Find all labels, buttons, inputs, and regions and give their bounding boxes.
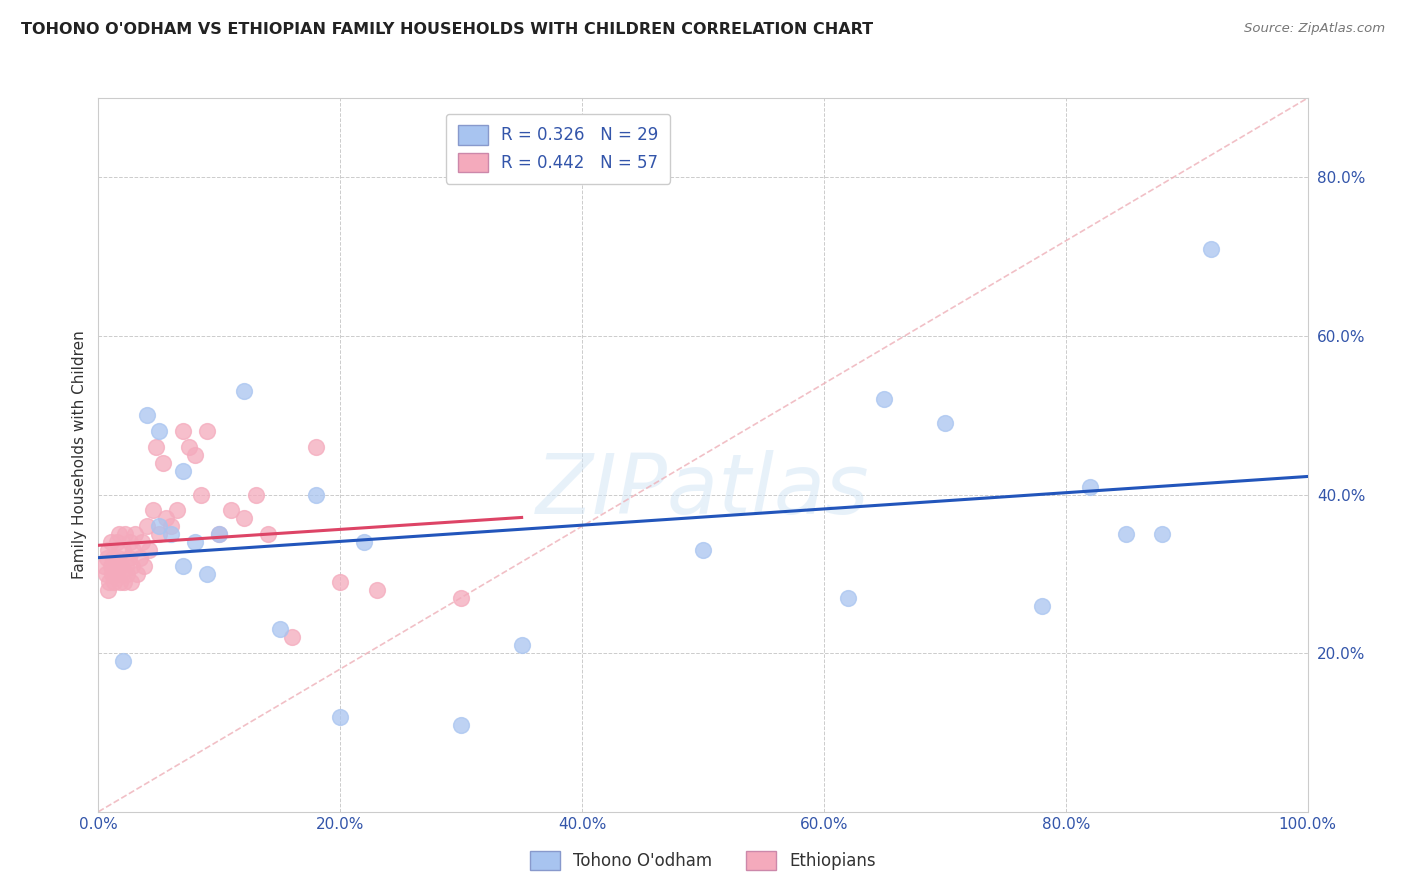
Point [98, 574, 121, 589]
Point [305, 440, 328, 454]
Point [837, 591, 859, 605]
Point [510, 638, 533, 652]
Text: TOHONO O'ODHAM VS ETHIOPIAN FAMILY HOUSEHOLDS WITH CHILDREN CORRELATION CHART: TOHONO O'ODHAM VS ETHIOPIAN FAMILY HOUSE… [21, 22, 873, 37]
Text: Source: ZipAtlas.com: Source: ZipAtlas.com [1244, 22, 1385, 36]
Point [148, 424, 170, 438]
Point [128, 551, 150, 566]
Point [114, 527, 136, 541]
Point [184, 535, 207, 549]
Point [134, 558, 156, 573]
Point [256, 527, 278, 541]
Point [208, 527, 231, 541]
Point [1031, 599, 1053, 613]
Point [111, 654, 134, 668]
Point [184, 448, 207, 462]
Point [100, 535, 122, 549]
Point [172, 558, 194, 573]
Point [172, 464, 194, 478]
Point [112, 574, 135, 589]
Point [1152, 527, 1174, 541]
Point [108, 574, 131, 589]
Text: ZIPatlas: ZIPatlas [536, 450, 870, 531]
Point [104, 558, 127, 573]
Point [232, 384, 254, 399]
Point [1115, 527, 1137, 541]
Point [873, 392, 896, 407]
Point [160, 519, 183, 533]
Point [329, 574, 352, 589]
Point [93, 558, 115, 573]
Point [115, 558, 138, 573]
Point [195, 424, 218, 438]
Point [117, 566, 139, 581]
Point [1078, 480, 1101, 494]
Point [103, 574, 125, 589]
Point [145, 440, 167, 454]
Point [118, 535, 141, 549]
Point [1199, 242, 1222, 256]
Y-axis label: Family Households with Children: Family Households with Children [72, 331, 87, 579]
Legend: Tohono O'odham, Ethiopians: Tohono O'odham, Ethiopians [519, 839, 887, 882]
Point [97, 582, 120, 597]
Point [105, 535, 128, 549]
Point [166, 503, 188, 517]
Point [269, 623, 291, 637]
Point [111, 543, 134, 558]
Point [366, 582, 388, 597]
Point [329, 709, 352, 723]
Point [160, 527, 183, 541]
Point [124, 527, 146, 541]
Point [281, 630, 304, 644]
Point [353, 535, 375, 549]
Point [100, 566, 122, 581]
Point [105, 566, 128, 581]
Point [138, 543, 160, 558]
Point [135, 519, 157, 533]
Point [101, 551, 124, 566]
Point [107, 551, 129, 566]
Point [118, 551, 141, 566]
Point [245, 487, 267, 501]
Point [127, 566, 149, 581]
Point [179, 440, 201, 454]
Point [96, 551, 118, 566]
Point [122, 543, 145, 558]
Point [148, 519, 170, 533]
Point [97, 543, 120, 558]
Point [108, 527, 131, 541]
Point [692, 543, 714, 558]
Point [195, 566, 218, 581]
Point [135, 409, 157, 423]
Point [131, 535, 153, 549]
Point [450, 591, 472, 605]
Point [100, 558, 122, 573]
Point [148, 527, 170, 541]
Point [172, 424, 194, 438]
Point [121, 558, 143, 573]
Point [305, 487, 328, 501]
Point [142, 503, 165, 517]
Point [934, 416, 956, 430]
Point [190, 487, 212, 501]
Point [94, 566, 117, 581]
Point [221, 503, 243, 517]
Point [450, 717, 472, 731]
Point [232, 511, 254, 525]
Point [208, 527, 231, 541]
Point [155, 511, 177, 525]
Point [120, 574, 142, 589]
Point [110, 558, 132, 573]
Point [152, 456, 174, 470]
